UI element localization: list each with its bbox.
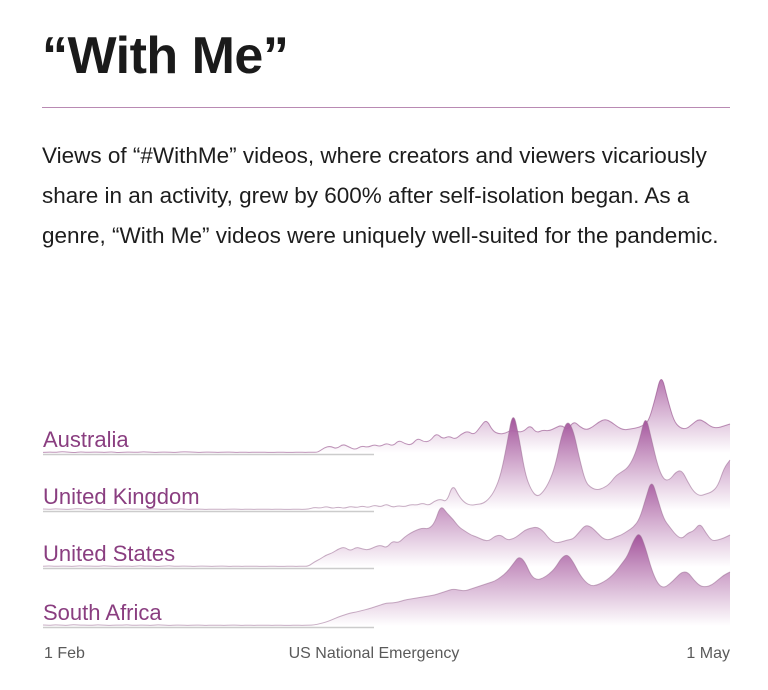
ridges-group: Australia United Kingdom United States Sout…	[42, 379, 731, 629]
series-label: South Africa	[43, 600, 162, 625]
x-tick-label: 1 Feb	[44, 645, 85, 662]
x-axis-group: 1 Feb US National Emergency 1 May	[44, 645, 730, 662]
ridge-line	[42, 379, 731, 453]
ridge-area	[43, 417, 730, 510]
x-tick-label: US National Emergency	[289, 645, 460, 662]
ridge-area	[43, 379, 730, 453]
series-label: United Kingdom	[43, 484, 200, 509]
ridge-area	[43, 534, 730, 626]
ridgeline-chart: Australia United Kingdom United States Sout…	[42, 379, 731, 662]
chart-description: Views of “#WithMe” videos, where creator…	[42, 143, 719, 248]
series-label: Australia	[43, 427, 129, 452]
title-divider	[42, 107, 730, 108]
series-label: United States	[43, 541, 175, 566]
x-tick-label: 1 May	[686, 645, 730, 662]
ridge-line	[42, 534, 731, 626]
ridge-line	[42, 417, 731, 510]
chart-title: “With Me”	[42, 27, 289, 85]
ridge-area	[43, 484, 730, 567]
ridge-line	[42, 483, 731, 567]
